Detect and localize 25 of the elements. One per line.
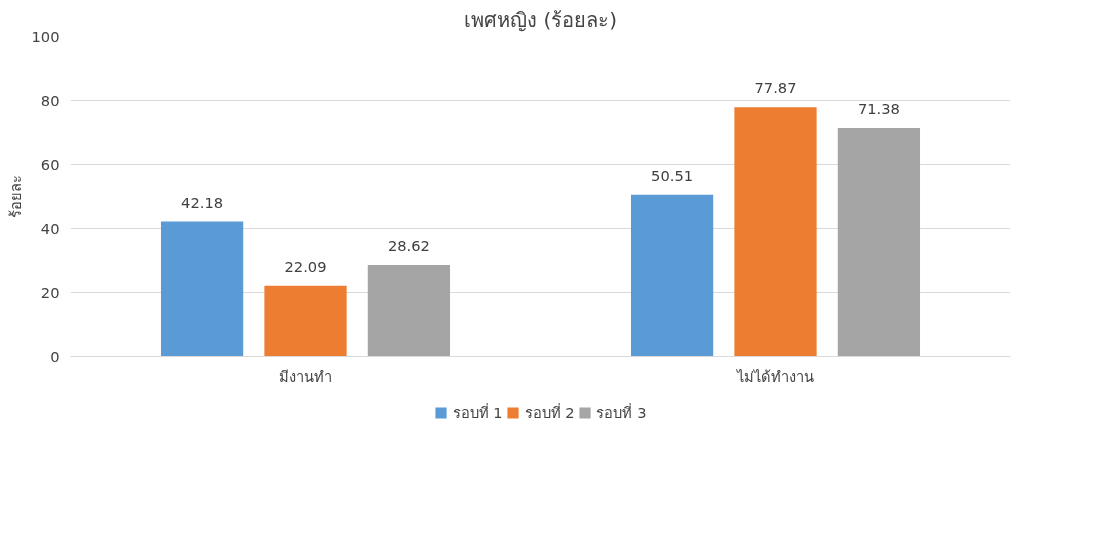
y-tick-label: 20 <box>40 283 60 301</box>
bar <box>837 128 921 357</box>
data-label: 28.62 <box>387 236 430 254</box>
bar <box>264 285 347 357</box>
data-label: 42.18 <box>181 193 224 211</box>
y-tick-label: 40 <box>40 219 60 237</box>
chart-title: เพศหญิง (ร้อยละ) <box>464 7 617 32</box>
legend-label: รอบที่ 3 <box>596 402 647 423</box>
y-tick-label: 80 <box>40 91 60 109</box>
y-axis-title: ร้อยละ <box>6 175 24 218</box>
y-tick-label: 100 <box>31 27 60 45</box>
y-tick-label: 60 <box>40 155 60 173</box>
legend-label: รอบที่ 1 <box>452 402 503 423</box>
x-tick-label: ไม่ได้ทำงาน <box>736 367 814 385</box>
bar <box>367 264 451 357</box>
data-label: 71.38 <box>857 100 900 118</box>
bar <box>734 107 817 357</box>
data-label: 77.87 <box>754 79 797 97</box>
x-tick-label: มีงานทำ <box>279 367 332 385</box>
data-label: 50.51 <box>651 166 694 184</box>
y-tick-label: 0 <box>50 347 60 365</box>
legend-label: รอบที่ 2 <box>524 402 575 423</box>
bar <box>630 194 714 357</box>
data-label: 22.09 <box>284 257 327 275</box>
bar <box>160 221 244 357</box>
